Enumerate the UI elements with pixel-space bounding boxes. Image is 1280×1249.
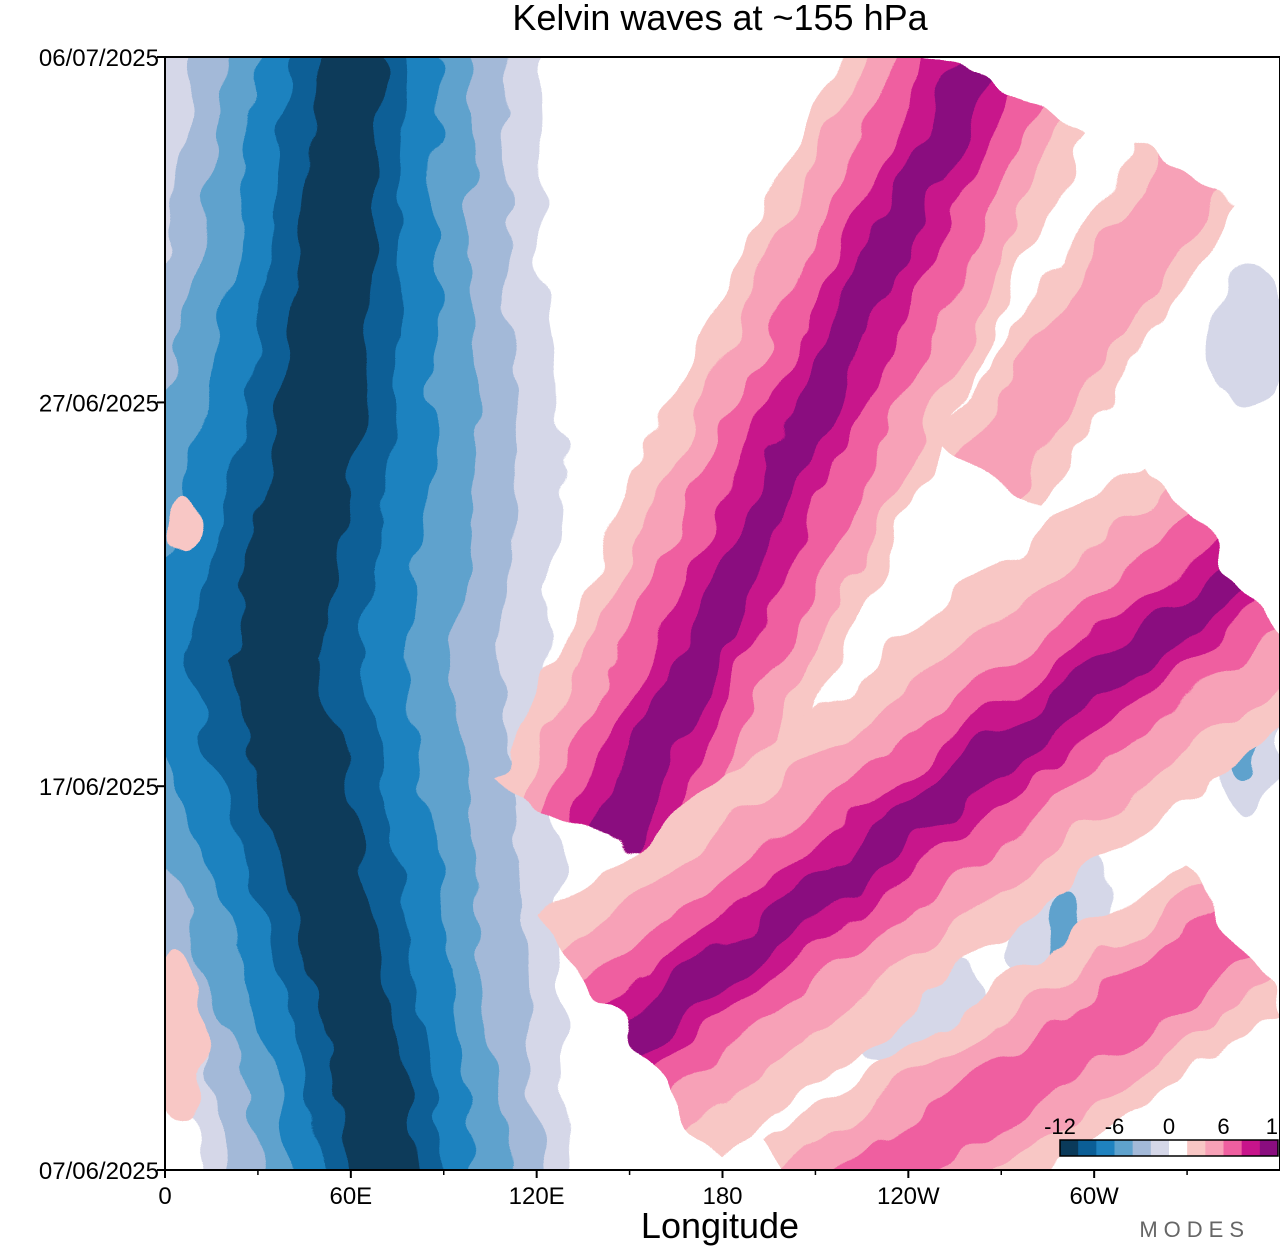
x-tick-label: 60W — [1069, 1183, 1119, 1210]
colorbar-tick-label: -6 — [1105, 1114, 1125, 1139]
contour-band — [226, 57, 417, 1170]
colorbar-tick-label: 0 — [1163, 1114, 1175, 1139]
colorbar-tick-label: -12 — [1044, 1114, 1076, 1139]
colorbar-swatch — [1096, 1140, 1115, 1156]
x-axis-label: Longitude — [641, 1205, 799, 1246]
x-tick-label: 120W — [877, 1183, 940, 1210]
colorbar-swatch — [1169, 1140, 1188, 1156]
contour-band — [956, 157, 1217, 497]
colorbar-swatch — [1205, 1140, 1224, 1156]
y-tick-label: 07/06/2025 — [39, 1158, 159, 1185]
contour-band — [618, 562, 1245, 1052]
colorbar-swatch — [1241, 1140, 1261, 1156]
chart-title: Kelvin waves at ~155 hPa — [512, 0, 928, 38]
colorbar-frame — [1059, 1139, 1279, 1157]
contour-field — [165, 57, 1280, 1170]
contour-band — [831, 912, 1251, 1170]
contour-band — [1209, 267, 1280, 407]
colorbar-swatch — [1187, 1140, 1206, 1156]
x-tick-label: 180 — [702, 1183, 742, 1210]
x-tick-label: 60E — [329, 1183, 372, 1210]
colorbar-swatch — [1060, 1140, 1079, 1156]
contour-band — [596, 68, 989, 846]
contour-band — [165, 947, 206, 1127]
colorbar-tick-label: 12 — [1266, 1114, 1280, 1139]
contour-band — [165, 497, 196, 557]
plot-area — [165, 57, 1280, 1170]
y-axis: 07/06/2025 17/06/2025 27/06/2025 06/07/2025 — [39, 45, 165, 1185]
colorbar-swatch — [1223, 1140, 1243, 1156]
colorbar-tick-label: 6 — [1217, 1114, 1229, 1139]
brand-logo: MODES — [1139, 1217, 1250, 1242]
y-tick-label: 06/07/2025 — [39, 45, 159, 72]
x-tick-label: 0 — [158, 1183, 171, 1210]
colorbar-swatch — [1150, 1140, 1170, 1156]
colorbar-swatch — [1078, 1140, 1097, 1156]
x-tick-label: 120E — [509, 1183, 565, 1210]
x-axis: 0 60E 120E 180 120W 60W — [158, 1170, 1188, 1210]
contour-band — [782, 887, 1267, 1170]
colorbar-swatch — [1132, 1140, 1152, 1156]
colorbar: -12 -6 0 6 12 — [1044, 1114, 1280, 1157]
colorbar-swatch — [1259, 1140, 1279, 1156]
y-tick-label: 17/06/2025 — [39, 774, 159, 801]
colorbar-swatch — [1114, 1140, 1134, 1156]
y-tick-label: 27/06/2025 — [39, 390, 159, 417]
